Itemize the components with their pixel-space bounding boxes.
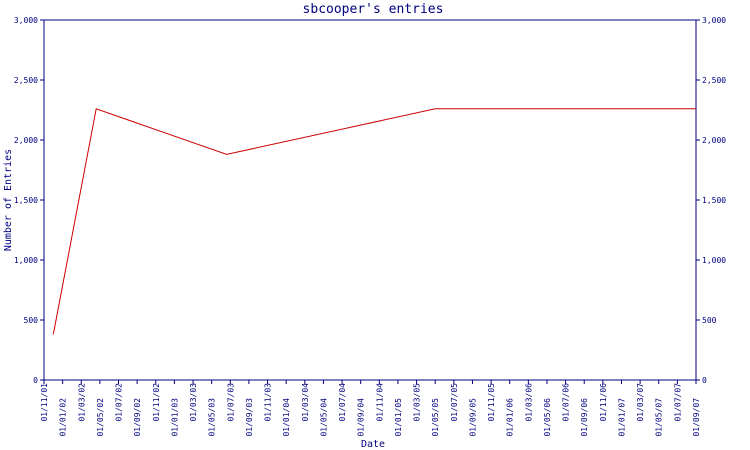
y-tick-label-right: 0 — [702, 376, 707, 385]
x-tick-label: 01/05/07 — [655, 398, 664, 437]
series-layer — [52, 108, 696, 335]
x-tick-label: 01/07/04 — [338, 383, 347, 422]
x-tick-label: 01/05/05 — [431, 398, 440, 437]
x-tick-label: 01/01/05 — [394, 398, 403, 437]
x-tick-label: 01/09/05 — [468, 398, 477, 437]
series-line-0 — [52, 108, 696, 335]
y-tick-label-left: 1,000 — [14, 256, 38, 265]
y-tick-label-left: 500 — [24, 316, 39, 325]
x-tick-label: 01/03/07 — [636, 383, 645, 422]
x-axis-label: Date — [361, 439, 385, 450]
y-tick-label-left: 1,500 — [14, 196, 38, 205]
x-tick-label: 01/03/06 — [524, 383, 533, 422]
y-tick-label-right: 2,500 — [702, 76, 726, 85]
x-tick-label: 01/07/02 — [115, 383, 124, 422]
y-tick-label-left: 2,000 — [14, 136, 38, 145]
x-tick-label: 01/09/03 — [245, 398, 254, 437]
x-tick-label: 01/11/04 — [375, 383, 384, 422]
y-axis-label: Number of Entries — [3, 149, 14, 251]
x-tick-label: 01/03/03 — [189, 383, 198, 422]
x-tick-label: 01/11/03 — [264, 383, 273, 422]
x-tick-label: 01/01/03 — [170, 398, 179, 437]
y-axis-right: 0 500 1,000 1,500 2,000 2,500 3,000 — [696, 16, 726, 385]
chart-title: sbcooper's entries — [303, 2, 444, 17]
x-axis: 01/11/01 01/01/02 01/03/02 01/05/02 01/07/02… — [40, 380, 701, 437]
y-tick-label-right: 500 — [702, 316, 717, 325]
x-tick-label: 01/11/02 — [152, 383, 161, 422]
x-tick-label: 01/03/02 — [77, 383, 86, 422]
x-tick-label: 01/09/04 — [357, 398, 366, 437]
x-tick-label: 01/03/05 — [413, 383, 422, 422]
x-tick-label: 01/05/06 — [543, 398, 552, 437]
y-tick-label-right: 3,000 — [702, 16, 726, 25]
x-tick-label: 01/09/02 — [133, 398, 142, 437]
x-tick-label: 01/03/04 — [301, 383, 310, 422]
x-tick-label: 01/11/05 — [487, 383, 496, 422]
x-tick-label: 01/07/06 — [562, 383, 571, 422]
x-tick-label: 01/05/03 — [208, 398, 217, 437]
x-tick-label: 01/07/05 — [450, 383, 459, 422]
x-tick-label: 01/01/07 — [617, 398, 626, 437]
x-tick-label: 01/01/04 — [282, 398, 291, 437]
y-tick-label-right: 2,000 — [702, 136, 726, 145]
y-tick-label-left: 2,500 — [14, 76, 38, 85]
x-tick-label: 01/05/02 — [96, 398, 105, 437]
x-tick-label: 01/05/04 — [319, 398, 328, 437]
y-tick-label-right: 1,500 — [702, 196, 726, 205]
x-tick-label: 01/11/06 — [599, 383, 608, 422]
x-tick-label: 01/01/06 — [506, 398, 515, 437]
x-tick-label: 01/11/01 — [40, 383, 49, 422]
x-tick-label: 01/09/07 — [692, 398, 701, 437]
y-tick-label-right: 1,000 — [702, 256, 726, 265]
y-axis-left: 0 500 1,000 1,500 2,000 2,500 3,000 — [14, 16, 44, 385]
plot-frame — [43, 19, 697, 381]
y-tick-label-left: 0 — [33, 376, 38, 385]
y-tick-label-left: 3,000 — [14, 16, 38, 25]
x-tick-label: 01/07/07 — [673, 383, 682, 422]
x-tick-label: 01/07/03 — [226, 383, 235, 422]
x-tick-label: 01/09/06 — [580, 398, 589, 437]
x-tick-label: 01/01/02 — [59, 398, 68, 437]
